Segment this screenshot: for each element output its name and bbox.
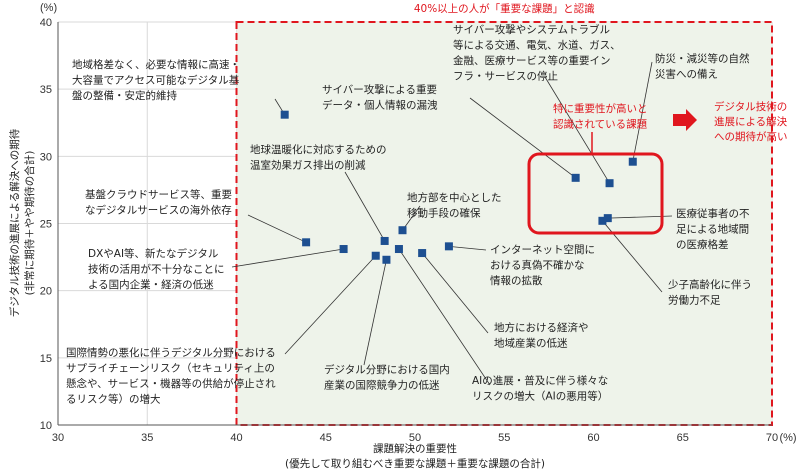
x-tick-label: 30 xyxy=(52,432,64,444)
arrow-right-icon xyxy=(673,109,697,131)
data-point xyxy=(628,157,637,166)
leader-line xyxy=(344,171,386,242)
point-label: 少子高齢化に伴う労働力不足 xyxy=(668,278,752,307)
leader-line xyxy=(632,61,653,162)
data-point xyxy=(418,249,427,258)
x-tick-label: 65 xyxy=(677,432,689,444)
point-label: サイバー攻撃やシステムトラブル等による交通、電気、水道、ガス、金融、医療サービス… xyxy=(453,23,621,83)
highlight-region-label: 40%以上の人が「重要な課題」と認識 xyxy=(414,2,595,15)
highlight-cluster-box xyxy=(527,152,664,235)
x-tick-label: 70 xyxy=(766,432,778,444)
point-label: サイバー攻撃による重要データ・個人情報の漏洩 xyxy=(322,83,438,112)
point-label: 地方部を中心とした移動手段の確保 xyxy=(407,191,502,220)
y-axis-title-text: デジタル技術の進展による解決への期待 (非常に期待＋やや期待の合計) xyxy=(8,128,36,317)
data-point xyxy=(444,242,453,251)
data-point xyxy=(380,236,389,245)
y-tick-label: 15 xyxy=(40,353,52,365)
y-tick-label: 30 xyxy=(40,151,52,163)
point-label: 防災・減災等の自然災害への備え xyxy=(655,52,750,81)
highlight-region xyxy=(235,21,773,426)
point-label: DXやAI等、新たなデジタル技術の活用が不十分なことによる国内企業・経済の低迷 xyxy=(88,247,225,291)
data-point xyxy=(339,245,348,254)
y-tick-label: 20 xyxy=(40,286,52,298)
leader-line xyxy=(402,205,421,231)
data-point xyxy=(382,255,391,264)
y-tick-label: 35 xyxy=(40,84,52,96)
leader-line xyxy=(448,245,487,251)
point-label: 地球温暖化に対応するための温室効果ガス排出の削減 xyxy=(250,143,387,172)
point-labels: 地域格差なく、必要な情報に高速・大容量でアクセス可能なデジタル基盤の整備・安定的… xyxy=(66,23,752,406)
x-tick-label: 40 xyxy=(230,432,242,444)
highlight-region-fill xyxy=(236,22,772,425)
point-label: AIの進展・普及に伴う様々なリスクの増大（AIの悪用等） xyxy=(472,374,608,403)
data-point xyxy=(280,110,289,119)
data-point xyxy=(605,179,614,188)
leader-line xyxy=(421,252,489,334)
point-label: 医療従事者の不足による地域間の医療格差 xyxy=(676,207,750,251)
x-unit-label: (%) xyxy=(779,432,796,444)
y-tick-label: 40 xyxy=(40,17,52,29)
x-tick-label: 55 xyxy=(498,432,510,444)
data-point xyxy=(598,216,607,225)
leader-line xyxy=(363,259,387,366)
data-point xyxy=(603,214,612,223)
axes: 30 35 40 45 50 55 60 65 70 10 15 20 25 30 35 40 (%) (%) 課題… xyxy=(8,2,797,470)
x-tick-label: 45 xyxy=(320,432,332,444)
leader-line xyxy=(469,97,576,179)
leader-line xyxy=(284,255,377,355)
y-unit-label: (%) xyxy=(40,2,57,14)
point-label: 基盤クラウドサービス等、重要なデジタルサービスの海外依存 xyxy=(85,188,232,217)
data-point xyxy=(302,238,311,247)
point-label: 国際情勢の悪化に伴うデジタル分野におけるサプライチェーンリスク（セキュリティ上の… xyxy=(66,346,276,406)
highlight-box-label: 特に重要性が高いと認識されている課題 xyxy=(553,102,648,131)
highlight-region-border xyxy=(235,21,773,426)
leader-lines xyxy=(231,61,673,386)
leader-line xyxy=(544,76,610,184)
y-tick-label: 25 xyxy=(40,219,52,231)
data-point xyxy=(398,226,407,235)
data-point xyxy=(394,245,403,254)
point-label: 地方における経済や地域産業の低迷 xyxy=(494,321,589,350)
y-tick-label: 10 xyxy=(40,420,52,432)
point-label: 地域格差なく、必要な情報に高速・大容量でアクセス可能なデジタル基盤の整備・安定的… xyxy=(72,58,240,102)
x-axis-title: 課題解決の重要性(優先して取り組むべき重要な課題＋重要な課題の合計) xyxy=(285,442,545,470)
point-label: インターネット空間における真偽不確かな情報の拡散 xyxy=(490,243,595,287)
arrow-label: デジタル技術の進展による解決への期待が高い xyxy=(714,100,788,143)
data-point xyxy=(371,251,380,260)
y-axis-title: デジタル技術の進展による解決への期待 (非常に期待＋やや期待の合計) xyxy=(8,128,36,317)
leader-line xyxy=(247,214,307,243)
leader-line xyxy=(231,248,344,268)
leader-line xyxy=(398,248,491,386)
x-tick-label: 60 xyxy=(587,432,599,444)
data-points xyxy=(280,110,637,264)
x-tick-label: 50 xyxy=(409,432,421,444)
data-point xyxy=(571,173,580,182)
x-tick-label: 35 xyxy=(141,432,153,444)
point-label: デジタル分野における国内産業の国際競争力の低迷 xyxy=(324,363,450,392)
